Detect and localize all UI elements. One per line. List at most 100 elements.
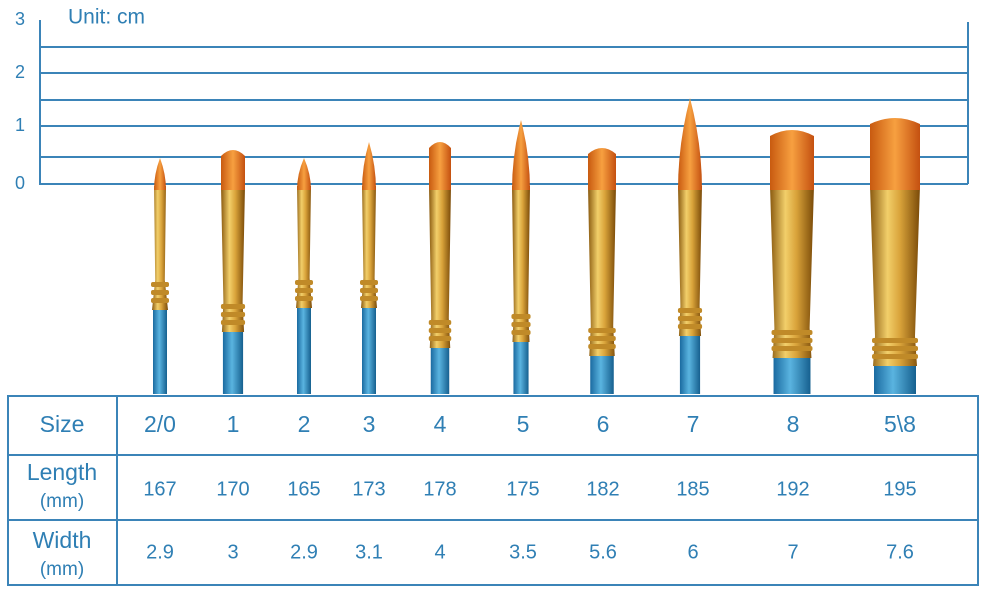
row-header: Length	[27, 459, 97, 485]
table-cell: 6	[687, 541, 698, 563]
table-border	[7, 395, 979, 586]
table-cell: 3.5	[509, 541, 537, 563]
brush-bristles	[297, 158, 311, 190]
brush-crimp	[151, 298, 169, 303]
table-cell: 165	[287, 478, 320, 500]
brush-crimp	[151, 290, 169, 295]
brush-ferrule	[221, 186, 245, 332]
table-cell: 185	[676, 478, 709, 500]
brush-crimp	[151, 282, 169, 287]
row-header: Size	[40, 411, 85, 437]
brush-crimp	[677, 324, 703, 329]
brush-bristles	[770, 130, 814, 190]
table-cell: 7.6	[886, 541, 914, 563]
brush-ferrule	[512, 186, 530, 342]
brush-crimp	[771, 346, 813, 351]
brush-handle	[874, 362, 916, 394]
brush-bristles	[221, 150, 245, 190]
brush-ferrule	[152, 186, 168, 310]
brush-bristles	[512, 120, 530, 190]
table-cell: 175	[506, 478, 539, 500]
brush-crimp	[428, 336, 452, 341]
table-cell: 2.9	[290, 541, 318, 563]
table-cell: 5.6	[589, 541, 617, 563]
brush-handle	[679, 332, 701, 394]
table-cell: 7	[787, 541, 798, 563]
brushes	[151, 98, 920, 394]
brush-crimp	[588, 328, 616, 333]
table-cell: 7	[687, 411, 700, 437]
brush-ferrule	[361, 186, 377, 308]
brush-bristles	[429, 142, 451, 190]
brush-crimp	[428, 328, 452, 333]
row-header: Width	[33, 527, 92, 553]
brush-crimp	[872, 346, 918, 351]
brush-crimp	[511, 314, 531, 319]
brush-crimp	[588, 336, 616, 341]
table-cell: 3	[363, 411, 376, 437]
brush-ferrule	[588, 186, 616, 356]
brush-ferrule	[678, 186, 702, 336]
table-cell: 192	[776, 478, 809, 500]
brush-crimp	[295, 296, 313, 301]
table-cell: 2/0	[144, 411, 176, 437]
unit-label: Unit: cm	[68, 6, 145, 29]
brush-bristles	[362, 142, 376, 190]
table-cell: 195	[883, 478, 916, 500]
brush-ferrule	[770, 186, 814, 358]
brush-crimp	[771, 338, 813, 343]
brush-crimp	[872, 354, 918, 359]
table-cell: 167	[143, 478, 176, 500]
brush-crimp	[220, 304, 246, 309]
table-cell: 6	[597, 411, 610, 437]
ruler: Unit: cm 3 2 1 0	[15, 6, 969, 193]
table-cell: 3.1	[355, 541, 383, 563]
brush-crimp	[428, 320, 452, 325]
table-cell: 3	[227, 541, 238, 563]
ruler-label: 2	[15, 62, 25, 82]
table-cell: 2.9	[146, 541, 174, 563]
table-cell: 5	[517, 411, 530, 437]
brush-handle	[513, 338, 529, 394]
brush-crimp	[511, 322, 531, 327]
table-cell: 178	[423, 478, 456, 500]
brush-ferrule	[870, 186, 920, 366]
brush-crimp	[360, 288, 378, 293]
brush-bristles	[588, 148, 616, 190]
size-table: Size Length (mm) Width (mm) 2/0 1 2 3 4 5 6 7 8 5\8 167…	[7, 395, 979, 586]
table-cell: 1	[227, 411, 240, 437]
brush-crimp	[295, 280, 313, 285]
brush-crimp	[220, 312, 246, 317]
brush-crimp	[360, 280, 378, 285]
row-header: (mm)	[40, 559, 84, 580]
brush-crimp	[677, 316, 703, 321]
brush-handle	[773, 354, 811, 394]
brush-crimp	[295, 288, 313, 293]
brush-bristles	[154, 158, 166, 190]
table-cell: 173	[352, 478, 385, 500]
brush-crimp	[588, 344, 616, 349]
row-header: (mm)	[40, 491, 84, 512]
table-cell: 2	[298, 411, 311, 437]
brush-crimp	[771, 330, 813, 335]
brush-crimp	[677, 308, 703, 313]
brush-crimp	[872, 338, 918, 343]
brush-handle	[153, 306, 167, 394]
table-cell: 4	[434, 411, 447, 437]
ruler-label: 3	[15, 9, 25, 29]
brush-handle	[362, 304, 376, 394]
brush-handle	[297, 304, 311, 394]
table-cell: 5\8	[884, 411, 916, 437]
ruler-label: 1	[15, 115, 25, 135]
brush-ferrule	[296, 186, 312, 308]
brush-handle	[222, 328, 244, 394]
brush-crimp	[220, 320, 246, 325]
brush-handle	[590, 352, 614, 394]
table-cell: 8	[787, 411, 800, 437]
brush-crimp	[360, 296, 378, 301]
brush-ferrule	[429, 186, 451, 348]
brush-crimp	[511, 330, 531, 335]
brush-bristles	[678, 98, 702, 190]
